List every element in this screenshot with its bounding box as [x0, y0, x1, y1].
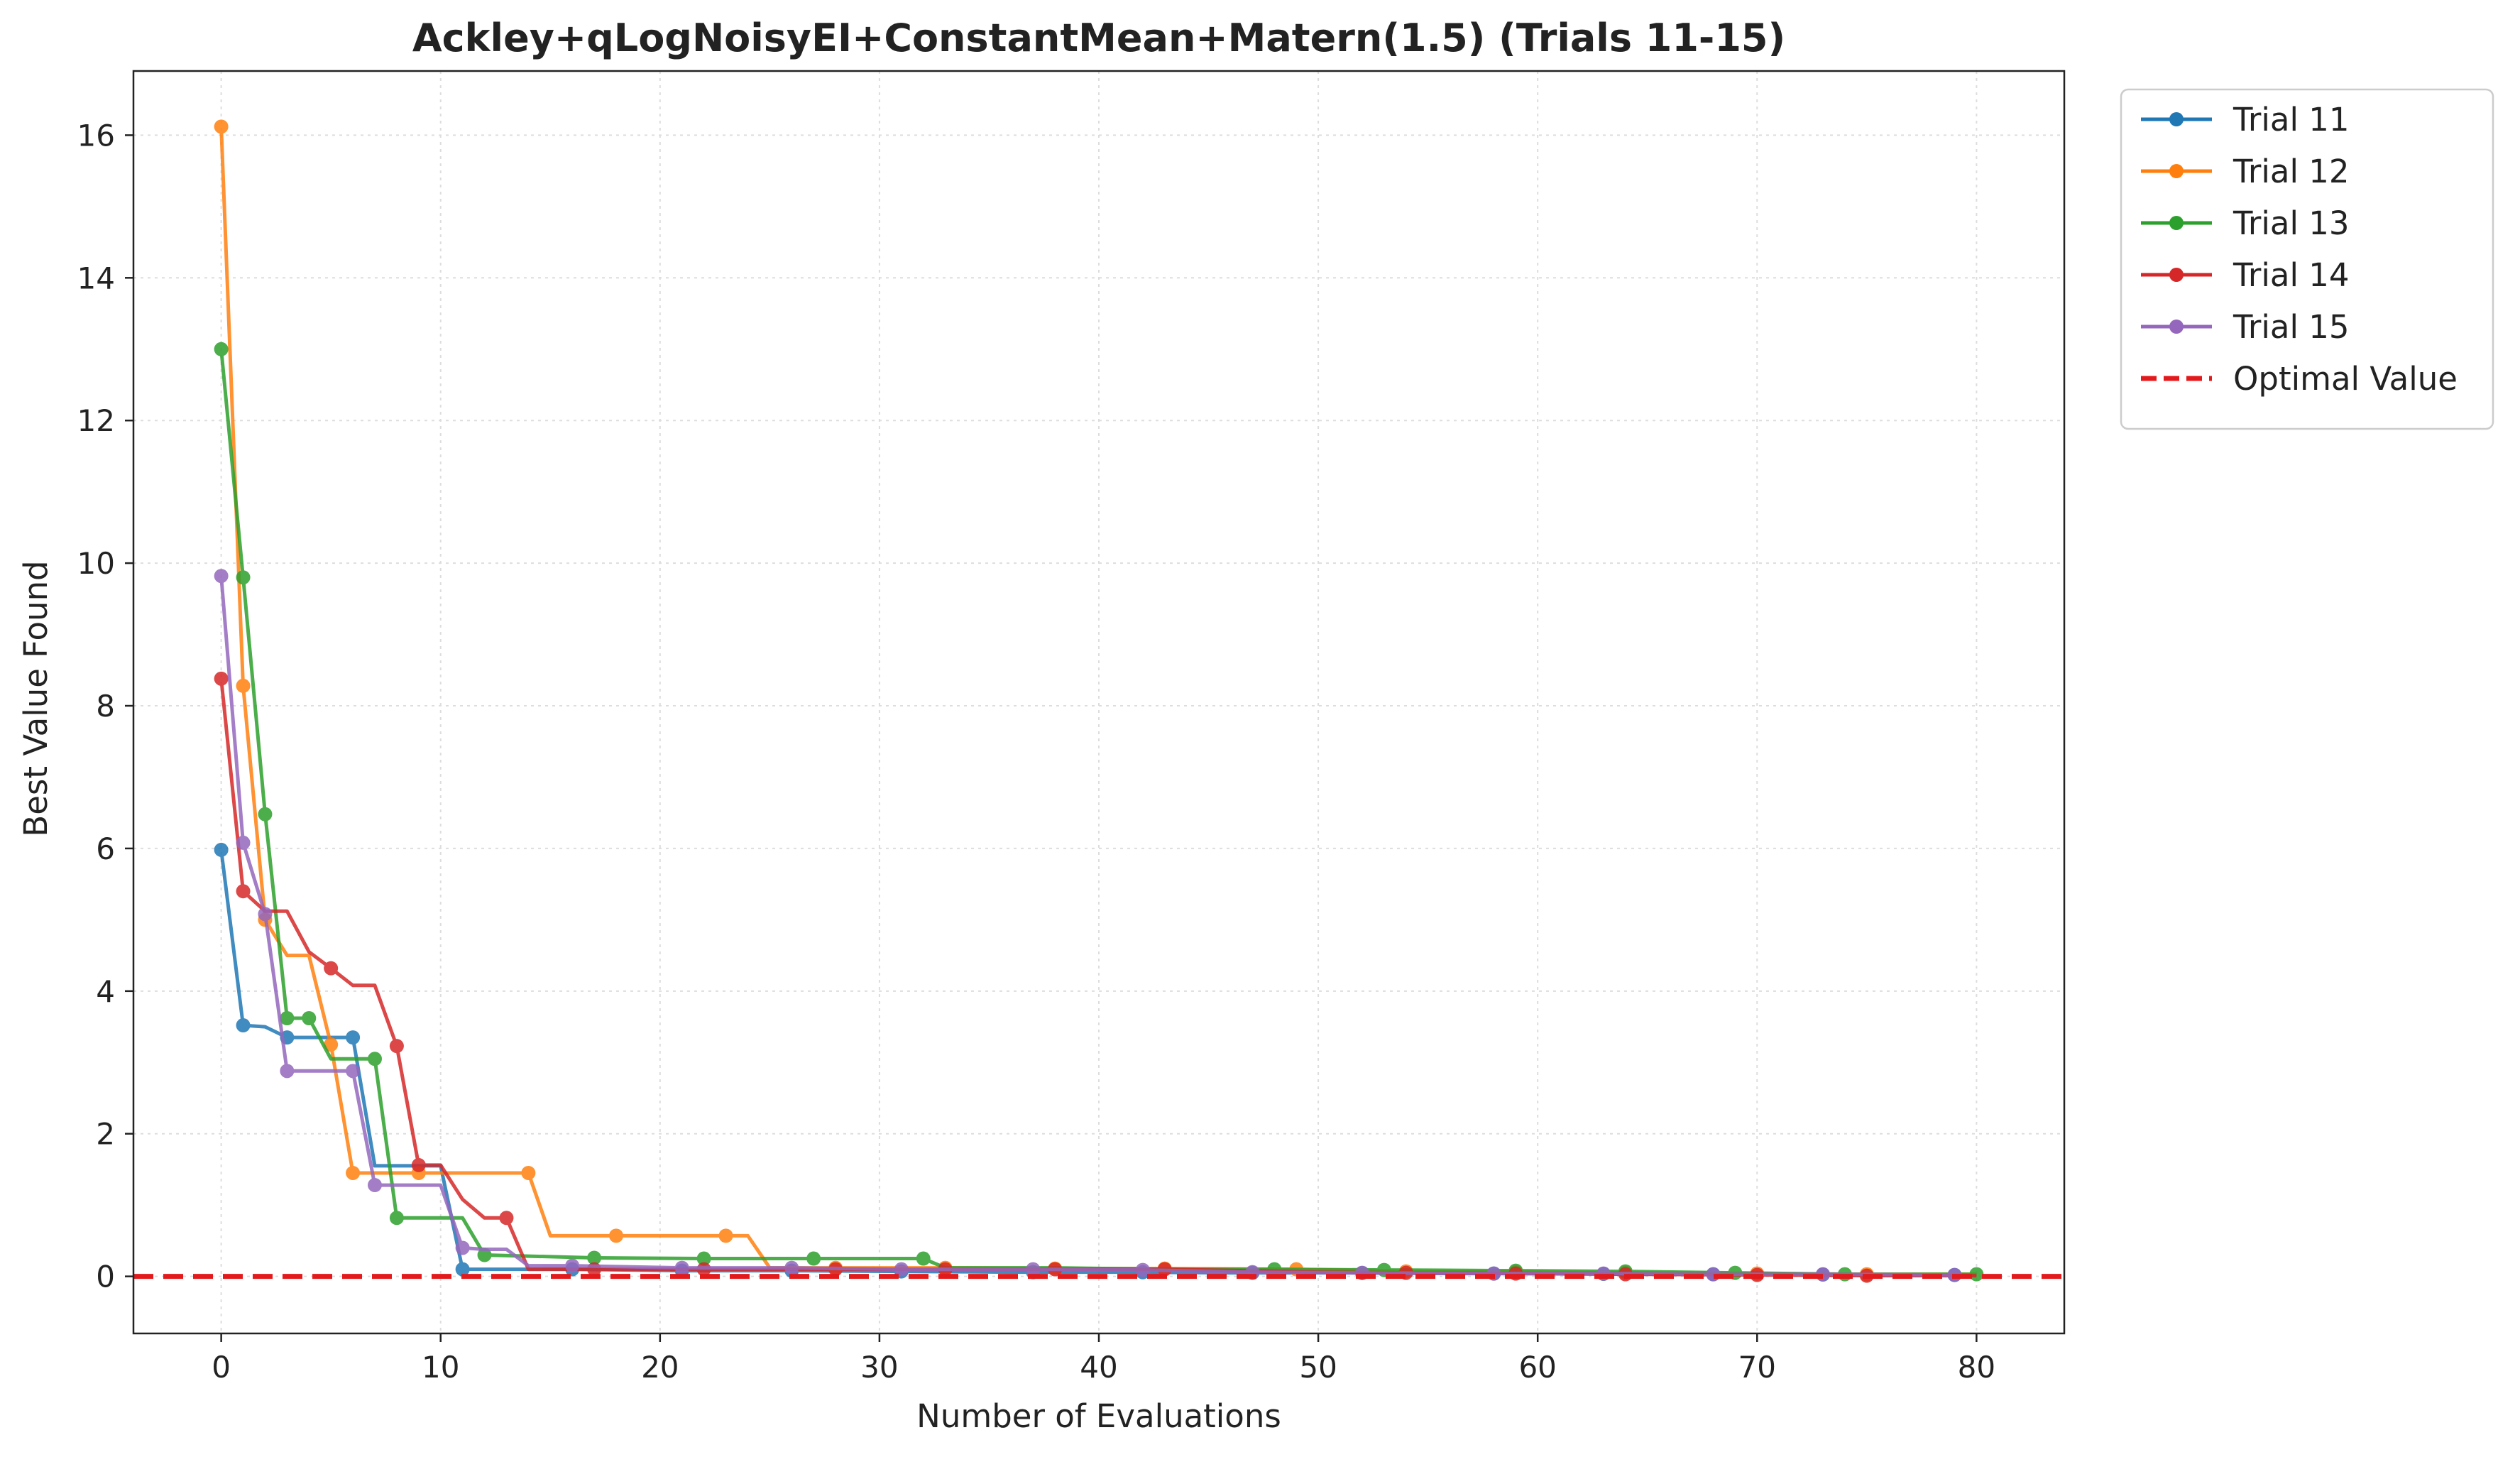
legend-item: Trial 14 — [2141, 256, 2350, 294]
legend-label: Trial 11 — [2233, 101, 2350, 138]
data-point — [346, 1165, 361, 1180]
data-point — [280, 1064, 295, 1079]
data-point — [236, 1018, 251, 1033]
legend-marker — [2169, 320, 2184, 334]
y-tick-label: 6 — [96, 831, 115, 866]
data-point — [894, 1262, 909, 1277]
legend-label: Trial 13 — [2233, 204, 2350, 242]
data-point — [368, 1178, 382, 1193]
data-point — [214, 342, 229, 356]
data-point — [214, 671, 229, 686]
series-trial-11 — [214, 842, 1977, 1282]
legend-item: Optimal Value — [2141, 360, 2458, 398]
x-tick-label: 10 — [422, 1350, 459, 1385]
x-axis-label: Number of Evaluations — [916, 1397, 1281, 1435]
x-tick-label: 40 — [1080, 1350, 1117, 1385]
y-tick-label: 10 — [77, 546, 115, 581]
data-point — [565, 1258, 580, 1273]
data-point — [609, 1228, 623, 1243]
data-point — [389, 1211, 404, 1226]
series-trial-15 — [214, 569, 1962, 1282]
data-point — [1026, 1262, 1041, 1277]
data-point — [674, 1260, 689, 1275]
data-point — [324, 961, 339, 976]
data-point — [784, 1260, 799, 1275]
data-point — [1135, 1262, 1150, 1277]
legend-label: Trial 14 — [2233, 256, 2350, 294]
data-point — [806, 1251, 821, 1266]
y-tick-label: 4 — [96, 974, 115, 1009]
series-trial-14 — [214, 671, 1977, 1283]
data-point — [477, 1248, 492, 1262]
legend-item: Trial 12 — [2141, 153, 2350, 190]
data-point — [236, 835, 251, 850]
data-point — [236, 678, 251, 693]
data-point — [411, 1157, 426, 1172]
series-layer — [214, 119, 1984, 1283]
data-point — [258, 807, 273, 822]
y-tick-label: 2 — [96, 1117, 115, 1152]
data-point — [280, 1011, 295, 1026]
data-point — [916, 1251, 931, 1266]
data-point — [455, 1240, 470, 1255]
y-tick-label: 12 — [77, 403, 115, 438]
data-point — [587, 1250, 602, 1265]
data-point — [214, 569, 229, 584]
x-tick-label: 80 — [1958, 1350, 1995, 1385]
series-line — [219, 849, 1977, 1277]
data-point — [236, 570, 251, 585]
legend: Trial 11 Trial 12 Trial 13 Trial 14 Trial 15… — [2120, 88, 2494, 430]
legend-marker — [2169, 112, 2184, 126]
y-tick-label: 14 — [77, 261, 115, 295]
legend-box — [2120, 88, 2494, 430]
x-tick-label: 0 — [212, 1350, 231, 1385]
y-tick-label: 16 — [77, 118, 115, 153]
grid — [133, 71, 2064, 1333]
data-point — [718, 1228, 733, 1243]
legend-label: Trial 15 — [2233, 308, 2350, 346]
legend-label: Optimal Value — [2233, 360, 2458, 398]
axis-ticks: 0 10 20 30 40 50 60 70 80 0 2 4 6 8 10 12 14 16 — [77, 118, 1996, 1385]
legend-item: Trial 11 — [2141, 101, 2350, 138]
data-point — [324, 1037, 339, 1052]
data-point — [368, 1052, 382, 1066]
legend-label: Trial 12 — [2233, 153, 2350, 190]
x-tick-label: 20 — [641, 1350, 679, 1385]
data-point — [696, 1251, 711, 1266]
legend-marker — [2169, 268, 2184, 282]
data-point — [214, 119, 229, 134]
legend-marker — [2169, 216, 2184, 230]
data-point — [499, 1211, 514, 1226]
legend-marker — [2169, 164, 2184, 178]
series-trial-12 — [214, 119, 1977, 1282]
legend-item: Trial 15 — [2141, 308, 2350, 346]
legend-item: Trial 13 — [2141, 204, 2350, 242]
y-axis-label: Best Value Found — [17, 560, 55, 836]
series-line — [219, 575, 1955, 1277]
y-tick-label: 8 — [96, 689, 115, 724]
data-point — [521, 1165, 536, 1180]
data-point — [346, 1064, 361, 1079]
data-point — [455, 1262, 470, 1277]
x-tick-label: 70 — [1738, 1350, 1776, 1385]
x-tick-label: 30 — [860, 1350, 898, 1385]
data-point — [214, 842, 229, 857]
chart-title: Ackley+qLogNoisyEI+ConstantMean+Matern(1… — [412, 16, 1785, 60]
data-point — [389, 1039, 404, 1054]
data-point — [258, 907, 273, 922]
data-point — [302, 1011, 317, 1026]
x-tick-label: 60 — [1518, 1350, 1556, 1385]
y-tick-label: 0 — [96, 1260, 115, 1294]
data-point — [236, 884, 251, 899]
x-tick-label: 50 — [1299, 1350, 1337, 1385]
data-point — [346, 1030, 361, 1045]
